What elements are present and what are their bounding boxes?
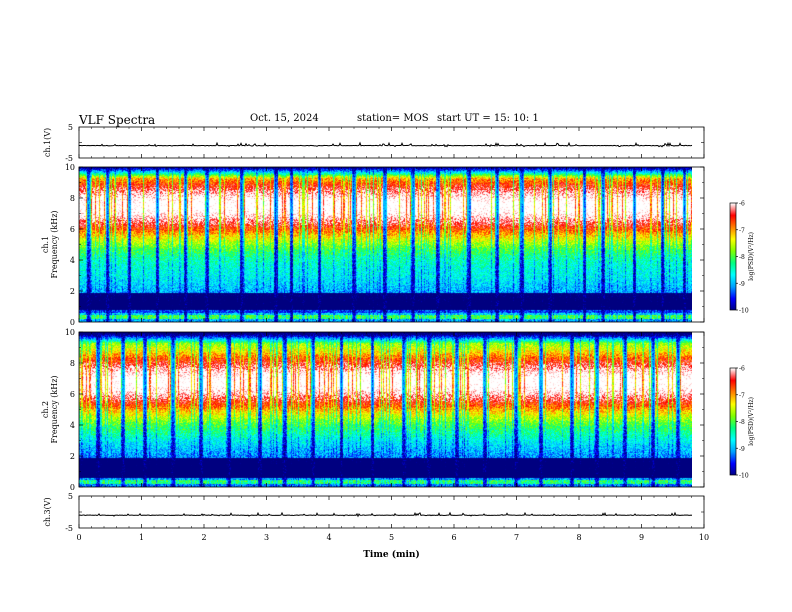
channel-2-spectrogram-ytick-label: 2	[70, 452, 75, 461]
channel-2-spectrogram-ylabel: ch.2	[41, 401, 50, 418]
channel-3-waveform-frame	[78, 495, 705, 529]
channel-1-spectrogram-ytick-label: 2	[70, 287, 75, 296]
x-tick-label: 1	[139, 533, 144, 542]
channel-1-spectrogram-ytick-label: 10	[65, 163, 75, 172]
x-tick-label: 5	[389, 533, 394, 542]
channel-3-waveform-trace	[78, 511, 693, 518]
channel-2-spectrogram-ytick-label: 10	[65, 328, 75, 337]
channel-3-waveform-ytick-label: 5	[68, 492, 73, 501]
channel-1-spectrogram-ytick-label: 4	[70, 256, 75, 265]
x-tick-label: 3	[264, 533, 269, 542]
station-label: station= MOS	[357, 113, 429, 124]
channel-2-spectrogram-ytick-label: 6	[70, 390, 75, 399]
date-label: Oct. 15, 2024	[250, 113, 319, 124]
channel-1-spectrogram-colorbar-gradient	[730, 203, 736, 310]
channel-2-spectrogram-colorbar-tick-label: -9	[739, 446, 745, 453]
x-tick-label: 8	[576, 533, 581, 542]
channel-1-waveform-ytick-label: 5	[68, 123, 73, 132]
channel-3-waveform-ytick-label: -5	[65, 524, 73, 533]
channel-1-waveform-trace	[78, 141, 693, 148]
channel-1-spectrogram-colorbar-tick-label: -8	[739, 254, 745, 261]
channel-3-waveform-ylabel: ch.3(V)	[43, 497, 52, 526]
channel-1-waveform-ylabel: ch.1(V)	[43, 128, 52, 157]
channel-2-spectrogram-ylabel: Frequency (kHz)	[50, 375, 59, 443]
x-tick-label: 10	[699, 533, 709, 542]
x-tick-label: 4	[326, 533, 331, 542]
channel-2-spectrogram-image	[79, 332, 692, 487]
channel-1-spectrogram-colorbar-tick-label: -7	[739, 227, 745, 234]
x-tick-label: 9	[639, 533, 644, 542]
channel-1-spectrogram-colorbar-tick-label: -9	[739, 281, 745, 288]
spectrogram-layer	[79, 167, 736, 487]
x-tick-label: 6	[451, 533, 456, 542]
waveform-layer	[78, 141, 693, 518]
channel-1-spectrogram-ylabel: ch.1	[41, 236, 50, 253]
channel-2-spectrogram-colorbar-tick-label: -10	[739, 473, 749, 480]
channel-2-spectrogram-ytick-label: 4	[70, 421, 75, 430]
channel-2-spectrogram-ytick-label: 0	[70, 483, 75, 492]
channel-1-spectrogram-colorbar-tick-label: -10	[739, 308, 749, 315]
x-tick-label: 2	[201, 533, 206, 542]
figure-title: VLF Spectra	[79, 113, 156, 127]
channel-2-spectrogram-colorbar-tick-label: -8	[739, 419, 745, 426]
channel-1-waveform-ytick-label: -5	[65, 154, 73, 163]
channel-1-spectrogram-colorbar-label: log(PSD)(V²/Hz)	[748, 232, 755, 281]
channel-1-spectrogram-ylabel: Frequency (kHz)	[50, 210, 59, 278]
channel-2-spectrogram-colorbar-gradient	[730, 368, 736, 475]
channel-2-spectrogram-colorbar-tick-label: -7	[739, 392, 745, 399]
x-axis-label: Time (min)	[363, 549, 420, 560]
channel-1-waveform-frame	[78, 126, 705, 159]
channel-1-spectrogram-ytick-label: 8	[70, 194, 75, 203]
channel-1-spectrogram-colorbar-tick-label: -6	[739, 201, 745, 208]
x-tick-label: 0	[76, 533, 81, 542]
channel-1-spectrogram-image	[79, 167, 692, 322]
channel-2-spectrogram-colorbar-tick-label: -6	[739, 366, 745, 373]
channel-1-spectrogram-ytick-label: 6	[70, 225, 75, 234]
channel-2-spectrogram-ytick-label: 8	[70, 359, 75, 368]
axes-layer: 5 -5 ch.1(V) -6 -7 -8 -9 -10 log(PSD)(V²/Hz) 0 2 4 6…	[41, 123, 755, 560]
channel-1-spectrogram-ytick-label: 0	[70, 318, 75, 327]
channel-2-spectrogram-colorbar-label: log(PSD)(V²/Hz)	[748, 397, 755, 446]
x-tick-label: 7	[514, 533, 519, 542]
start-time-label: start UT = 15: 10: 1	[437, 113, 539, 124]
